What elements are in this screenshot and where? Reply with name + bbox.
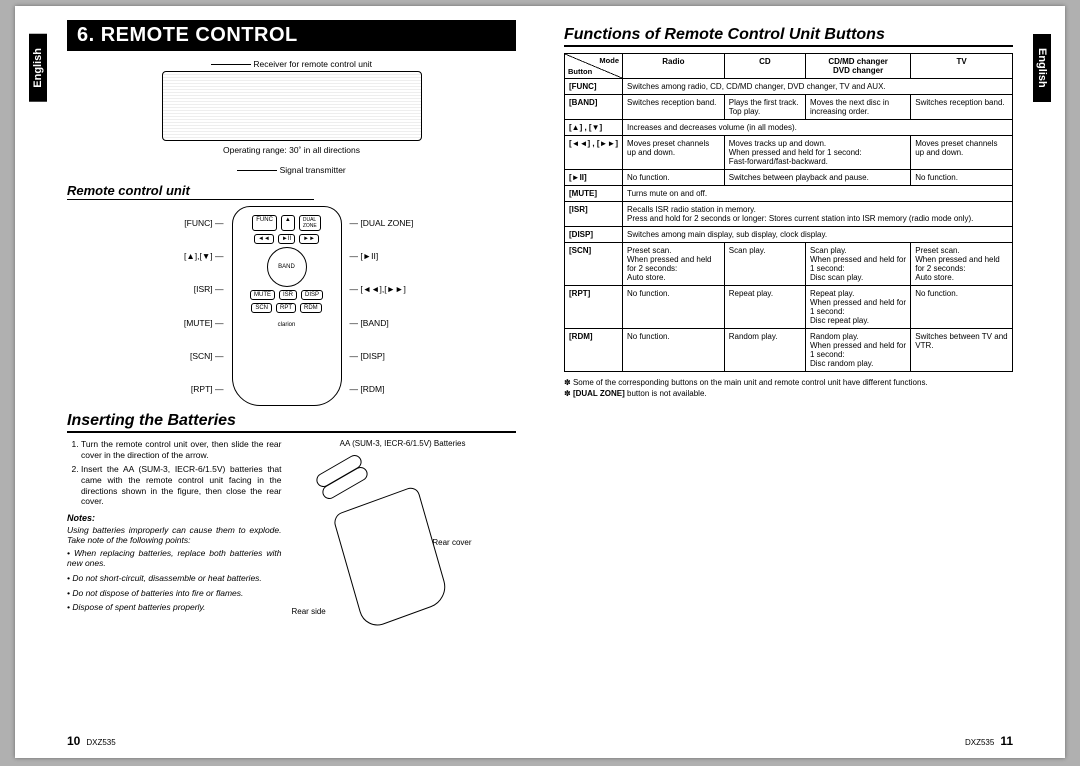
remote-label: — [◄◄],[►►] <box>350 284 436 294</box>
remote-label: [MUTE] — <box>148 318 224 328</box>
rear-side-label: Rear side <box>292 607 326 616</box>
button-cell: [DISP] <box>565 227 623 243</box>
button-cell: [ISR] <box>565 202 623 227</box>
remote-label: [RPT] — <box>148 384 224 394</box>
table-row: [▲] , [▼]Increases and decreases volume … <box>565 120 1013 136</box>
table-row: [◄◄] , [►►]Moves preset channels up and … <box>565 136 1013 170</box>
span-cell: Recalls ISR radio station in memory. Pre… <box>623 202 1013 227</box>
note-item: Do not dispose of batteries into fire or… <box>67 588 282 599</box>
remote-labels-left: [FUNC] — [▲],[▼] — [ISR] — [MUTE] — [SCN] — [… <box>148 206 228 406</box>
footnote: Some of the corresponding buttons on the… <box>564 378 1013 389</box>
functions-table: Mode Button Radio CD CD/MD changer DVD c… <box>564 53 1013 372</box>
table-header-diag: Mode Button <box>565 54 623 79</box>
table-row: [SCN]Preset scan. When pressed and held … <box>565 243 1013 286</box>
table-row: [MUTE]Turns mute on and off. <box>565 186 1013 202</box>
button-cell: [MUTE] <box>565 186 623 202</box>
remote-label: [ISR] — <box>148 284 224 294</box>
main-title: 6. REMOTE CONTROL <box>67 20 516 51</box>
remote-unit-title: Remote control unit <box>67 183 314 200</box>
span-cell: Switches among radio, CD, CD/MD changer,… <box>623 79 1013 95</box>
page-right: English Functions of Remote Control Unit… <box>540 6 1065 758</box>
footer-right: DXZ535 11 <box>965 734 1013 748</box>
button-cell: [◄◄] , [►►] <box>565 136 623 170</box>
button-cell: [RPT] <box>565 286 623 329</box>
page-spread: English 6. REMOTE CONTROL Receiver for r… <box>15 6 1065 758</box>
page-number-left: 10 <box>67 734 80 748</box>
battery-instructions: Turn the remote control unit over, then … <box>67 439 292 618</box>
remote-label: — [DUAL ZONE] <box>350 218 436 228</box>
functions-table-body: [FUNC]Switches among radio, CD, CD/MD ch… <box>565 79 1013 372</box>
remote-labels-right: — [DUAL ZONE] — [►II] — [◄◄],[►►] — [BAND] —… <box>346 206 436 406</box>
remote-label: — [RDM] <box>350 384 436 394</box>
span-cell: Increases and decreases volume (in all m… <box>623 120 1013 136</box>
span-cell: Switches among main display, sub display… <box>623 227 1013 243</box>
model-left: DXZ535 <box>86 738 115 747</box>
remote-label: — [►II] <box>350 251 436 261</box>
footnote: [DUAL ZONE] button is not available. <box>564 389 1013 400</box>
col-changer: CD/MD changer DVD changer <box>805 54 910 79</box>
note-item: When replacing batteries, replace both b… <box>67 548 282 569</box>
footer-left: 10 DXZ535 <box>67 734 116 748</box>
col-cd: CD <box>724 54 805 79</box>
language-tab-right: English <box>1033 34 1051 102</box>
button-cell: [RDM] <box>565 329 623 372</box>
page-number-right: 11 <box>1000 734 1013 748</box>
button-cell: [▲] , [▼] <box>565 120 623 136</box>
step-item: Insert the AA (SUM-3, IECR-6/1.5V) batte… <box>81 464 282 507</box>
table-row: [FUNC]Switches among radio, CD, CD/MD ch… <box>565 79 1013 95</box>
remote-label: — [BAND] <box>350 318 436 328</box>
functions-title: Functions of Remote Control Unit Buttons <box>564 26 1013 47</box>
inserting-batteries-title: Inserting the Batteries <box>67 412 516 433</box>
model-right: DXZ535 <box>965 738 994 747</box>
note-item: Dispose of spent batteries properly. <box>67 602 282 613</box>
table-row: [DISP]Switches among main display, sub d… <box>565 227 1013 243</box>
col-tv: TV <box>911 54 1013 79</box>
battery-drawing: Rear cover Rear side <box>296 458 456 618</box>
rear-cover-label: Rear cover <box>432 538 471 547</box>
receiver-illustration <box>162 71 422 141</box>
remote-label: [SCN] — <box>148 351 224 361</box>
receiver-caption: Receiver for remote control unit <box>253 59 372 69</box>
battery-type-label: AA (SUM-3, IECR-6/1.5V) Batteries <box>296 439 466 448</box>
battery-figure: AA (SUM-3, IECR-6/1.5V) Batteries Rear c… <box>292 439 517 618</box>
table-footnotes: Some of the corresponding buttons on the… <box>564 378 1013 400</box>
remote-illustration: FUNC▲DUALZONE ◄◄►II►► BAND MUTEISRDISP S… <box>232 206 342 406</box>
remote-figure: [FUNC] — [▲],[▼] — [ISR] — [MUTE] — [SCN] — [… <box>67 206 516 406</box>
batteries-area: Turn the remote control unit over, then … <box>67 439 516 618</box>
notes-intro: Using batteries improperly can cause the… <box>67 525 282 545</box>
table-row: [BAND]Switches reception band.Plays the … <box>565 95 1013 120</box>
table-row: [ISR]Recalls ISR radio station in memory… <box>565 202 1013 227</box>
notes-title: Notes: <box>67 513 282 523</box>
button-cell: [SCN] <box>565 243 623 286</box>
remote-label: — [DISP] <box>350 351 436 361</box>
remote-label: [FUNC] — <box>148 218 224 228</box>
signal-transmitter-label: Signal transmitter <box>67 165 516 175</box>
span-cell: Turns mute on and off. <box>623 186 1013 202</box>
col-radio: Radio <box>623 54 725 79</box>
note-item: Do not short-circuit, disassemble or hea… <box>67 573 282 584</box>
remote-label: [▲],[▼] — <box>148 251 224 261</box>
notes-list: When replacing batteries, replace both b… <box>67 548 282 613</box>
language-tab-left: English <box>29 34 47 102</box>
step-item: Turn the remote control unit over, then … <box>81 439 282 460</box>
button-cell: [BAND] <box>565 95 623 120</box>
button-cell: [►II] <box>565 170 623 186</box>
operating-range-text: Operating range: 30˚ in all directions <box>67 145 516 155</box>
button-cell: [FUNC] <box>565 79 623 95</box>
table-row: [RPT]No function.Repeat play.Repeat play… <box>565 286 1013 329</box>
table-row: [►II]No function.Switches between playba… <box>565 170 1013 186</box>
page-left: English 6. REMOTE CONTROL Receiver for r… <box>15 6 540 758</box>
table-row: [RDM]No function.Random play.Random play… <box>565 329 1013 372</box>
receiver-figure: Receiver for remote control unit Operati… <box>67 59 516 155</box>
steps-list: Turn the remote control unit over, then … <box>67 439 282 507</box>
